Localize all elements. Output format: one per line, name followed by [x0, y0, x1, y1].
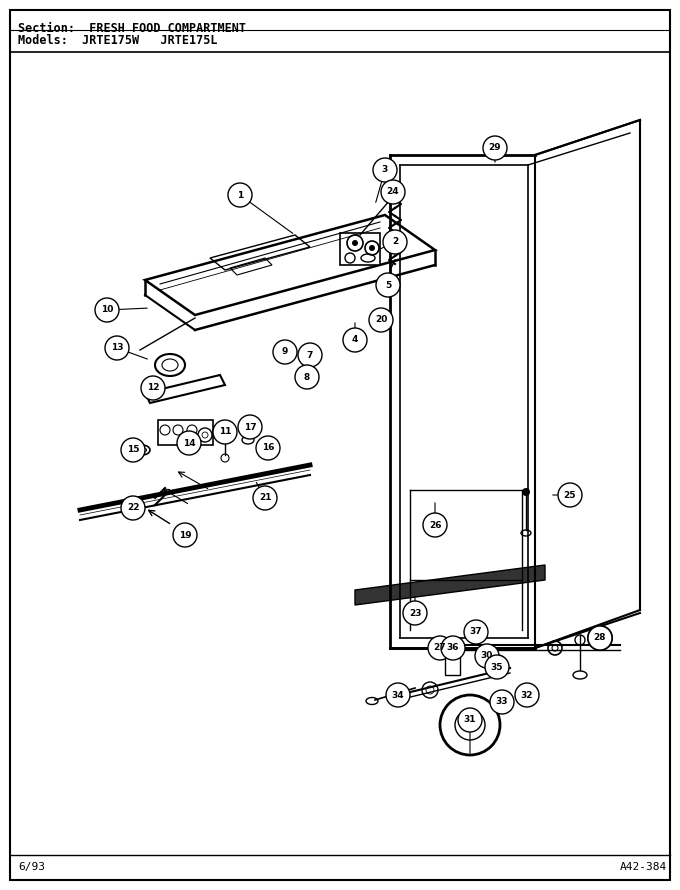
Circle shape	[177, 431, 201, 455]
Text: Section:  FRESH FOOD COMPARTMENT: Section: FRESH FOOD COMPARTMENT	[18, 22, 246, 35]
Text: 15: 15	[126, 446, 139, 455]
Circle shape	[403, 601, 427, 625]
Text: 3: 3	[382, 166, 388, 174]
Text: Models:  JRTE175W   JRTE175L: Models: JRTE175W JRTE175L	[18, 34, 218, 47]
Text: 16: 16	[262, 443, 274, 452]
Bar	[158, 420, 213, 445]
Circle shape	[141, 376, 165, 400]
Text: 11: 11	[219, 427, 231, 436]
Circle shape	[295, 365, 319, 389]
Text: 28: 28	[594, 634, 607, 643]
Polygon shape	[355, 565, 545, 605]
Circle shape	[373, 158, 397, 182]
Circle shape	[298, 343, 322, 367]
Text: 34: 34	[392, 691, 405, 700]
Text: 22: 22	[126, 504, 139, 513]
Circle shape	[121, 438, 145, 462]
Circle shape	[386, 683, 410, 707]
Text: 17: 17	[243, 423, 256, 432]
Circle shape	[485, 655, 509, 679]
Text: 25: 25	[564, 490, 576, 499]
Text: 12: 12	[147, 384, 159, 392]
Circle shape	[522, 488, 530, 496]
Circle shape	[458, 708, 482, 732]
Text: 5: 5	[385, 280, 391, 289]
Circle shape	[256, 436, 280, 460]
Text: 8: 8	[304, 373, 310, 382]
Text: 10: 10	[101, 305, 113, 314]
Text: 9: 9	[282, 347, 288, 357]
Text: 20: 20	[375, 315, 387, 325]
Bar	[445, 645, 460, 675]
Circle shape	[121, 496, 145, 520]
Text: 14: 14	[183, 439, 195, 448]
Circle shape	[369, 308, 393, 332]
Circle shape	[228, 183, 252, 207]
Text: 21: 21	[259, 493, 271, 503]
Text: 32: 32	[521, 691, 533, 700]
Text: 1: 1	[237, 190, 243, 199]
Text: 35: 35	[491, 662, 503, 671]
Text: 31: 31	[464, 716, 476, 724]
Text: 4: 4	[352, 336, 358, 344]
Text: 30: 30	[481, 651, 493, 660]
Circle shape	[483, 136, 507, 160]
Circle shape	[376, 273, 400, 297]
Circle shape	[588, 626, 612, 650]
Text: A42-384: A42-384	[620, 862, 667, 872]
Circle shape	[95, 298, 119, 322]
Circle shape	[369, 245, 375, 251]
Circle shape	[173, 523, 197, 547]
Circle shape	[105, 336, 129, 360]
Circle shape	[238, 415, 262, 439]
Circle shape	[423, 513, 447, 537]
Text: 24: 24	[387, 188, 399, 197]
Text: 36: 36	[447, 643, 459, 652]
Circle shape	[383, 230, 407, 254]
Circle shape	[352, 240, 358, 246]
Circle shape	[273, 340, 297, 364]
Text: 19: 19	[179, 530, 191, 539]
Circle shape	[475, 644, 499, 668]
Circle shape	[441, 636, 465, 660]
Text: 27: 27	[434, 643, 446, 652]
Text: 23: 23	[409, 609, 421, 618]
Circle shape	[343, 328, 367, 352]
Bar	[340, 233, 380, 265]
Circle shape	[558, 483, 582, 507]
Text: 7: 7	[307, 351, 313, 360]
Circle shape	[381, 180, 405, 204]
Text: 26: 26	[429, 521, 441, 530]
Text: 37: 37	[470, 627, 482, 636]
Text: 29: 29	[489, 143, 501, 152]
Text: 2: 2	[392, 238, 398, 247]
Circle shape	[428, 636, 452, 660]
Circle shape	[515, 683, 539, 707]
Circle shape	[213, 420, 237, 444]
Circle shape	[464, 620, 488, 644]
Circle shape	[490, 690, 514, 714]
Text: 6/93: 6/93	[18, 862, 45, 872]
Text: 13: 13	[111, 344, 123, 352]
Circle shape	[253, 486, 277, 510]
Text: 33: 33	[496, 698, 508, 707]
